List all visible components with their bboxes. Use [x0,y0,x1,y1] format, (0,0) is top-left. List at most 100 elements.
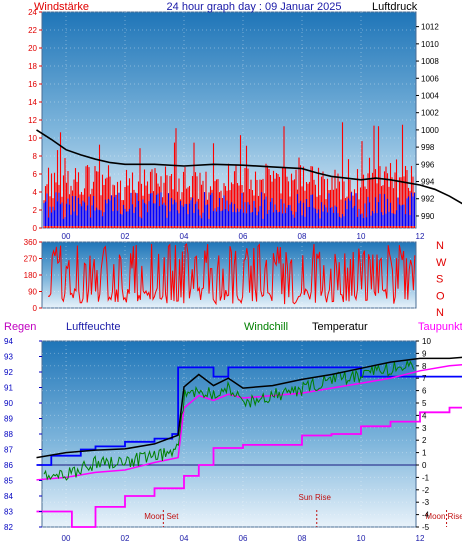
wind-time-axis-ticks: 00020406081012141618202200 [62,232,425,241]
pressure-tick-label: 1002 [421,109,439,118]
time-tick-label: 08 [298,232,307,241]
humidity-tick-label: 94 [4,337,13,346]
wind-tick-label: 8 [33,152,38,161]
direction-tick-label: 180 [24,271,38,280]
series-rain [36,406,462,528]
legend-entry: Luftfeuchte [66,321,120,333]
compass-label: S [436,274,443,286]
pressure-tick-label: 990 [421,212,435,221]
temperature-tick-label: -1 [422,473,430,482]
time-tick-label: 02 [121,232,130,241]
temperature-tick-label: 2 [422,436,427,445]
wind-tick-label: 24 [28,8,37,17]
temperature-tick-label: 3 [422,424,427,433]
legend-entry: Taupunkt [418,321,462,333]
direction-tick-label: 0 [33,304,38,313]
wind-tick-label: 14 [28,98,37,107]
legend-entry: Windchill [244,321,288,333]
time-tick-label: 04 [180,232,189,241]
temperature-time-axis-ticks: 00020406081012141618202200 [62,534,425,543]
pressure-tick-label: 1006 [421,74,439,83]
wind-direction-line [48,243,416,306]
time-tick-label: 00 [62,232,71,241]
humidity-tick-label: 82 [4,523,13,532]
wind-speed-bars [43,122,416,228]
wind-tick-label: 18 [28,62,37,71]
event-marker-label: Moon Rise [425,512,462,521]
temperature-tick-label: -4 [422,511,430,520]
series-windchill [43,359,415,481]
series-dewpoint [36,363,462,481]
temperature-tick-label: 5 [422,399,427,408]
temperature-tick-label: -5 [422,523,430,532]
legend: Regen Luftfeuchte Windchill Temperatur Taupu… [4,321,462,333]
pressure-tick-label: 1004 [421,91,439,100]
time-tick-label: 10 [357,534,366,543]
wind-tick-label: 6 [33,170,38,179]
wind-tick-label: 12 [28,116,37,125]
compass-label: N [436,240,444,252]
chart-title: 24 hour graph day : 09 Januar 2025 [167,1,342,13]
direction-axis-ticks: 360 270 180 90 0 [24,238,42,313]
temperature-tick-label: 0 [422,461,427,470]
pressure-tick-label: 994 [421,178,435,187]
time-tick-label: 08 [298,534,307,543]
temperature-tick-label: 9 [422,349,427,358]
pressure-tick-label: 998 [421,143,435,152]
pressure-line [36,129,462,205]
event-marker-label: Sun Rise [299,493,332,502]
time-tick-label: 04 [180,534,189,543]
time-tick-label: 00 [62,534,71,543]
pressure-tick-label: 1008 [421,57,439,66]
humidity-tick-label: 91 [4,384,13,393]
wind-tick-label: 2 [33,206,38,215]
temperature-tick-label: -2 [422,486,430,495]
compass-label: N [436,307,444,319]
temperature-tick-label: 1 [422,449,427,458]
humidity-tick-label: 93 [4,353,13,362]
series-temperature [36,356,462,459]
humidity-tick-label: 90 [4,399,13,408]
pressure-tick-label: 1000 [421,126,439,135]
humidity-tick-label: 87 [4,446,13,455]
pressure-axis-ticks: 990 992 994 996 998 1000 1002 1004 1006 1008 1010 1… [416,23,439,221]
compass-label: W [436,257,447,269]
time-tick-label: 06 [239,534,248,543]
temperature-tick-label: -3 [422,498,430,507]
humidity-tick-label: 92 [4,368,13,377]
time-tick-label: 10 [357,232,366,241]
temperature-tick-label: 8 [422,362,427,371]
wind-tick-label: 10 [28,134,37,143]
wind-tick-label: 16 [28,80,37,89]
wind-tick-label: 20 [28,44,37,53]
humidity-tick-label: 86 [4,461,13,470]
humidity-tick-label: 84 [4,492,13,501]
pressure-tick-label: 1012 [421,23,439,32]
humidity-tick-label: 88 [4,430,13,439]
time-tick-label: 12 [416,534,425,543]
pressure-tick-label: 1010 [421,40,439,49]
pressure-tick-label: 992 [421,195,435,204]
temperature-tick-label: 6 [422,387,427,396]
wind-tick-label: 22 [28,26,37,35]
compass-label: O [436,290,445,302]
humidity-tick-label: 83 [4,508,13,517]
pressure-tick-label: 996 [421,160,435,169]
humidity-tick-label: 85 [4,477,13,486]
direction-tick-label: 270 [24,255,38,264]
time-tick-label: 06 [239,232,248,241]
wind-tick-label: 4 [33,188,38,197]
event-marker-label: Moon Set [144,512,179,521]
humidity-tick-label: 89 [4,415,13,424]
legend-entry: Regen [4,321,36,333]
legend-entry: Temperatur [312,321,368,333]
temperature-tick-label: 10 [422,337,431,346]
temperature-tick-label: 4 [422,411,427,420]
wind-axis-label: Windstärke [34,1,89,13]
direction-tick-label: 90 [28,288,37,297]
wind-tick-label: 0 [33,224,38,233]
